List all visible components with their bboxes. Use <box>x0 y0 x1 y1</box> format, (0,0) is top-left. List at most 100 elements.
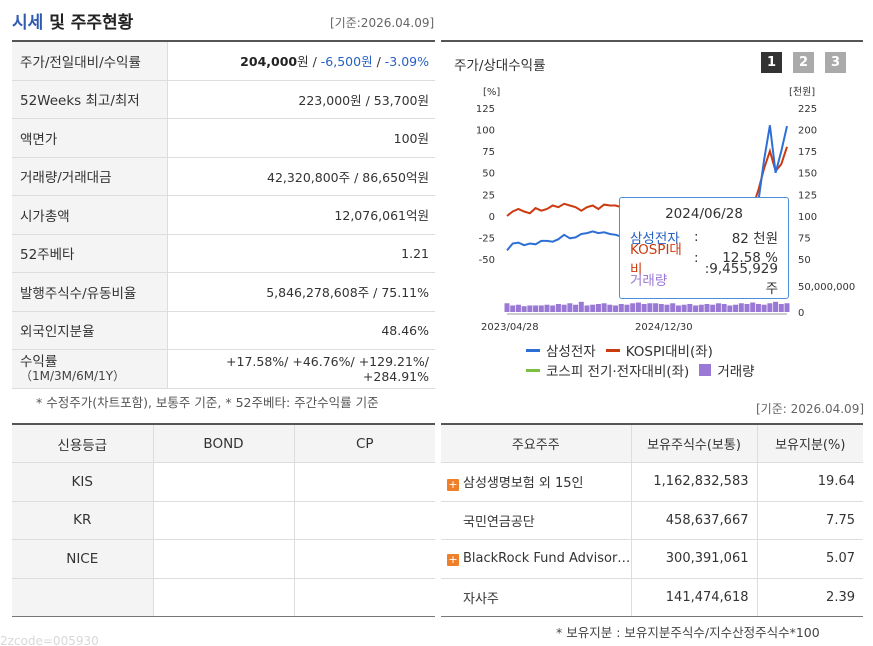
sep: / <box>424 353 429 369</box>
credit-agency <box>12 577 154 617</box>
volume-bar <box>721 303 727 312</box>
value-52weeks: 223,000원 / 53,700원 <box>298 92 429 108</box>
volume-bar <box>698 304 704 312</box>
title-rest: 및 주주현황 <box>43 13 134 33</box>
volume-bar <box>504 303 510 312</box>
holder-pct: 7.75 <box>756 500 863 540</box>
legend-label: 코스피 전기·전자대비(좌) <box>546 364 690 380</box>
volume-bar <box>624 304 630 312</box>
value-volume: 42,320,800주 / 86,650억원 <box>267 169 429 185</box>
legend-swatch <box>526 368 540 372</box>
volume-bar <box>693 305 699 312</box>
volume-bar <box>590 304 596 312</box>
credit-agency: KR <box>12 500 154 540</box>
credit-cp <box>293 462 435 502</box>
holder-name: + 삼성생명보험 외 15인 <box>441 462 632 502</box>
value-market-cap: 12,076,061억원 <box>334 208 429 224</box>
credit-bond <box>152 577 295 617</box>
legend-samsung[interactable]: 삼성전자 <box>526 340 596 360</box>
price-info-table: 주가/전일대비/수익률 204,000원 / -6,500원 / -3.09% … <box>12 40 435 389</box>
volume-bar <box>515 304 521 312</box>
tooltip-colon: : <box>694 249 699 266</box>
tooltip-row-price: 삼성전자 : 82 천원 <box>630 226 778 247</box>
table-row: 자사주 141,474,618 2.39 <box>441 577 863 617</box>
base-date: [기준:2026.04.09] <box>330 16 435 30</box>
right-tick-label: 175 <box>798 147 817 158</box>
chart-title: 주가/상대수익률 <box>454 58 546 74</box>
volume-bar <box>595 303 601 312</box>
volume-bar <box>538 305 544 312</box>
return-6m: +129.21% <box>358 353 425 369</box>
holder-name-text: 자사주 <box>463 591 499 607</box>
volume-bar <box>715 303 721 312</box>
row-face-value: 액면가 100원 <box>12 119 435 158</box>
return-1m: +17.58% <box>226 353 285 369</box>
tooltip-key-volume: 거래량 <box>630 272 668 289</box>
returns-sublabel: （1M/3M/6M/1Y） <box>20 368 126 383</box>
table-row: KIS <box>12 462 435 502</box>
plus-icon[interactable]: + <box>447 553 459 567</box>
credit-header-row: 신용등급 BOND CP <box>12 424 435 463</box>
value-returns: +17.58%/ +46.76%/ +129.21%/ +284.91% <box>168 354 435 384</box>
credit-header: BOND <box>152 424 295 463</box>
chart-page-1-button[interactable]: 1 <box>761 52 782 73</box>
sep: / <box>284 353 293 369</box>
table-row: NICE <box>12 539 435 579</box>
sep: / <box>350 353 359 369</box>
volume-tick-label: 50,000,000 <box>798 282 855 293</box>
holder-name-text: 삼성생명보험 외 15인 <box>463 476 584 492</box>
left-tick-label: 50 <box>482 169 495 180</box>
legend-label: 거래량 <box>717 364 755 380</box>
left-tick-label: 125 <box>476 104 495 115</box>
holder-pct: 2.39 <box>756 577 863 617</box>
holder-name-text: BlackRock Fund Advisor… <box>463 551 631 567</box>
volume-bar <box>727 305 733 312</box>
volume-bar <box>601 303 607 312</box>
sep: / <box>372 54 385 70</box>
legend-volume[interactable]: 거래량 <box>699 360 755 380</box>
right-tick-label: 150 <box>798 169 817 180</box>
left-tick-label: 75 <box>482 147 495 158</box>
legend-label: KOSPI대비(좌) <box>625 344 713 360</box>
table-row: 국민연금공단 458,637,667 7.75 <box>441 500 863 540</box>
volume-bar <box>670 303 676 312</box>
table-row <box>12 577 435 617</box>
holder-shares: 458,637,667 <box>630 500 758 540</box>
row-returns: 수익률 （1M/3M/6M/1Y） +17.58%/ +46.76%/ +129… <box>12 350 435 389</box>
volume-bar <box>567 303 573 312</box>
tooltip-date: 2024/06/28 <box>665 206 743 222</box>
price-chart[interactable]: [%] [천원] 125 100 75 50 25 0 -25 -50 225 200 175 150 12… <box>441 86 863 336</box>
value-price: 204,000원 / -6,500원 / -3.09% <box>168 51 435 70</box>
volume-bar <box>773 301 779 312</box>
volume-bar <box>613 305 619 312</box>
right-tick-label: 50 <box>798 255 811 266</box>
credit-header: CP <box>293 424 435 463</box>
returns-label: 수익률 <box>20 353 58 370</box>
legend-sector[interactable]: 코스피 전기·전자대비(좌) <box>526 360 689 380</box>
holders-header: 주요주주 <box>441 424 632 463</box>
table-row: + BlackRock Fund Advisor… 300,391,061 5.0… <box>441 539 863 579</box>
volume-bar <box>750 302 756 312</box>
value-beta: 1.21 <box>401 245 429 261</box>
sep: / <box>308 54 321 70</box>
row-shares: 발행주식수/유동비율 5,846,278,608주 / 75.11% <box>12 273 435 312</box>
credit-bond <box>152 462 295 502</box>
row-price: 주가/전일대비/수익률 204,000원 / -6,500원 / -3.09% <box>12 42 435 81</box>
left-tick-label: 25 <box>482 190 495 201</box>
chart-page-3-button[interactable]: 3 <box>825 52 846 73</box>
row-market-cap: 시가총액 12,076,061억원 <box>12 196 435 235</box>
legend-kospi[interactable]: KOSPI대비(좌) <box>605 340 713 360</box>
volume-bar <box>761 304 767 312</box>
return-3m: +46.76% <box>292 353 351 369</box>
chart-page-2-button[interactable]: 2 <box>793 52 814 73</box>
volume-bar <box>653 303 659 312</box>
title-main: 시세 <box>12 13 44 33</box>
x-tick-label: 2024/12/30 <box>635 322 693 333</box>
volume-bar <box>555 303 561 312</box>
section-title: 시세 및 주주현황 <box>12 8 133 36</box>
volume-bar <box>784 303 790 312</box>
plus-icon[interactable]: + <box>447 478 459 492</box>
volume-bar <box>550 305 556 312</box>
major-holders-table: 주요주주 보유주식수(보통) 보유지분(%) + 삼성생명보험 외 15인 1,1… <box>441 423 863 617</box>
holder-name-text: 국민연금공단 <box>463 514 535 530</box>
